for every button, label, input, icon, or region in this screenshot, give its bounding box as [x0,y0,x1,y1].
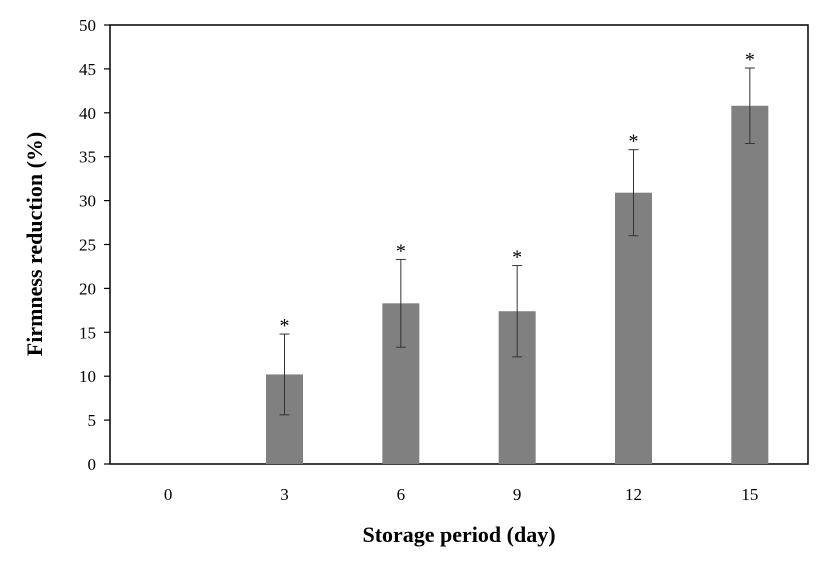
x-tick-label: 6 [397,485,406,504]
bar [615,192,652,464]
y-axis-title: Firmness reduction (%) [22,132,47,356]
y-tick-label: 50 [79,16,96,35]
y-tick-label: 5 [88,411,97,430]
y-tick-label: 30 [79,192,96,211]
x-tick-label: 12 [625,485,642,504]
y-tick-label: 40 [79,104,96,123]
y-tick-label: 15 [79,323,96,342]
y-tick-label: 45 [79,60,96,79]
y-tick-label: 20 [79,279,96,298]
significance-star: * [396,240,406,262]
significance-star: * [629,131,639,153]
y-tick-label: 25 [79,236,96,255]
error-bars [279,67,755,416]
x-tick-label: 3 [280,485,289,504]
x-axis-title: Storage period (day) [362,522,555,547]
x-tick-label: 0 [164,485,173,504]
y-tick-label: 0 [88,455,97,474]
significance-markers: * * * * * [280,49,755,337]
bar-series [266,105,769,464]
x-tick-label: 15 [741,485,758,504]
x-tick-label: 9 [513,485,522,504]
significance-star: * [280,315,290,337]
x-axis: 0 3 6 9 12 15 [164,485,758,504]
plot-area [109,24,809,465]
y-axis: 0 5 10 15 20 25 30 35 40 45 50 [79,16,110,474]
y-tick-label: 35 [79,148,96,167]
bar [731,105,769,464]
significance-star: * [512,247,522,269]
y-tick-label: 10 [79,367,96,386]
significance-star: * [745,49,755,71]
